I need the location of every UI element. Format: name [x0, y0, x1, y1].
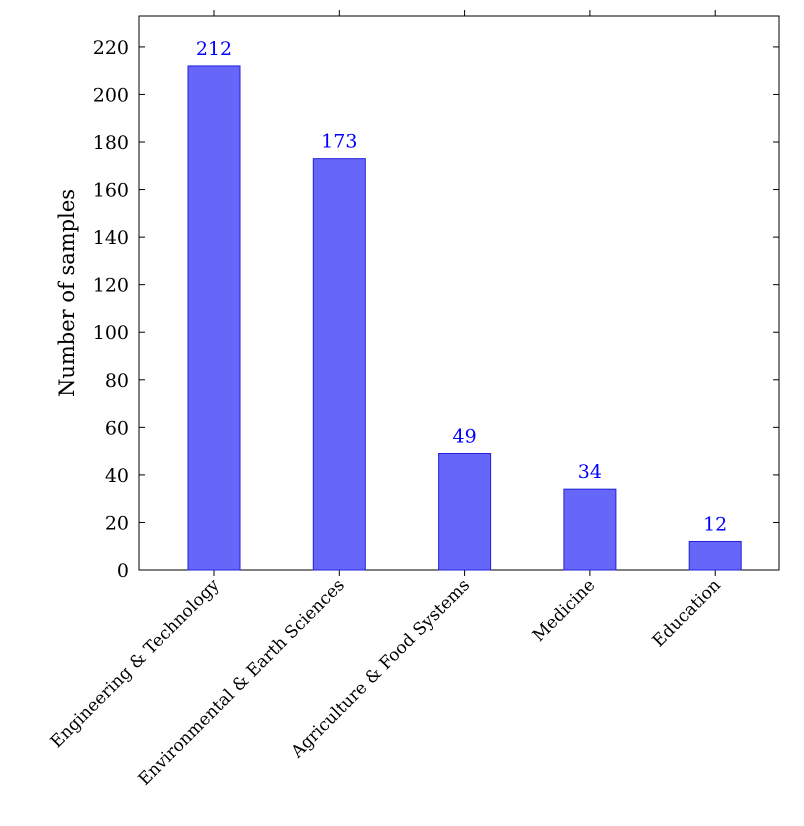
- y-axis-title: Number of samples: [55, 189, 79, 397]
- bar-value-label: 173: [321, 131, 357, 153]
- y-tick-label: 140: [93, 227, 129, 249]
- y-tick-label: 180: [93, 132, 129, 154]
- bar: [187, 65, 241, 571]
- bar-series: [187, 65, 742, 571]
- bar: [438, 452, 492, 571]
- bar: [688, 540, 742, 571]
- y-axis: 0 20 40 60 80 100 120 140 160 180 200 220: [93, 37, 779, 582]
- bar-value-label: 212: [196, 38, 232, 60]
- bar: [312, 158, 366, 571]
- bar-value-label: 49: [453, 425, 477, 447]
- bar: [563, 488, 617, 571]
- y-tick-label: 20: [105, 512, 129, 534]
- bar-value-label: 34: [578, 461, 602, 483]
- y-tick-label: 60: [105, 417, 129, 439]
- y-tick-label: 220: [93, 37, 129, 59]
- y-tick-label: 200: [93, 84, 129, 106]
- bar-value-label: 12: [703, 513, 727, 535]
- y-tick-label: 0: [117, 560, 129, 582]
- x-category-label: Education: [649, 575, 725, 651]
- x-category-label: Medicine: [529, 575, 600, 646]
- y-tick-label: 100: [93, 322, 129, 344]
- y-tick-label: 80: [105, 370, 129, 392]
- y-tick-label: 40: [105, 465, 129, 487]
- data-labels: 212 173 49 34 12: [196, 38, 727, 536]
- x-category-label: Environmental & Earth Sciences: [135, 575, 349, 789]
- y-tick-label: 160: [93, 180, 129, 202]
- y-tick-label: 120: [93, 275, 129, 297]
